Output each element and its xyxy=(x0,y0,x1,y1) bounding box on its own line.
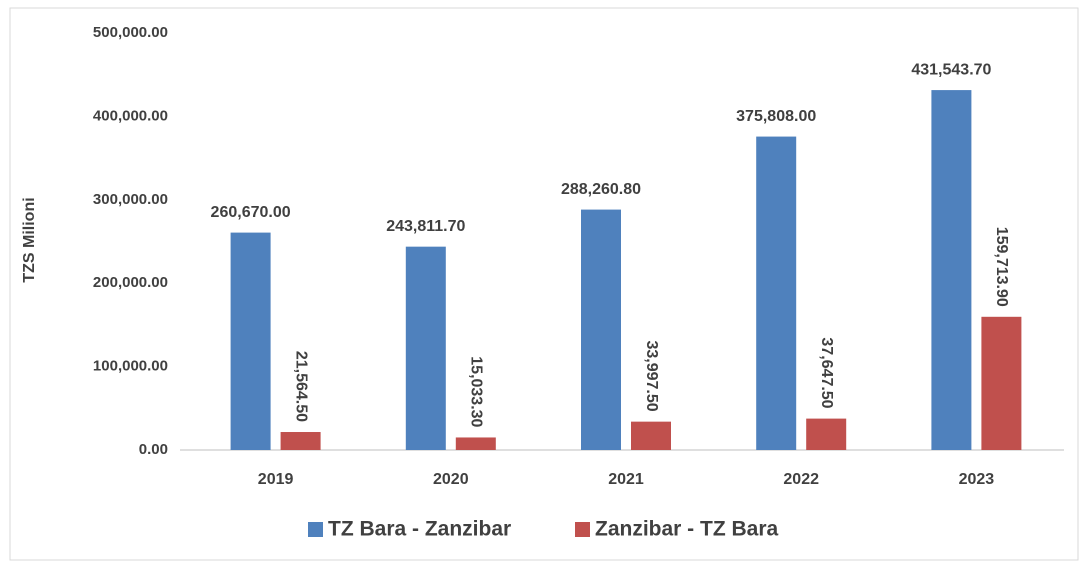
y-axis-title: TZS Milioni xyxy=(21,197,38,282)
y-tick-label: 0.00 xyxy=(139,441,168,458)
x-tick-label: 2019 xyxy=(258,471,294,488)
bar xyxy=(455,437,496,450)
bar xyxy=(931,90,972,450)
y-tick-label: 100,000.00 xyxy=(93,358,168,375)
y-tick-label: 200,000.00 xyxy=(93,274,168,291)
x-tick-label: 2022 xyxy=(783,471,819,488)
legend-label: TZ Bara - Zanzibar xyxy=(328,518,511,541)
y-tick-label: 300,000.00 xyxy=(93,191,168,208)
data-label: 260,670.00 xyxy=(211,204,291,221)
bar xyxy=(230,232,271,450)
data-label: 431,543.70 xyxy=(911,61,991,78)
bar xyxy=(405,246,446,450)
data-label: 243,811.70 xyxy=(386,218,465,235)
chart-border xyxy=(9,7,1079,561)
data-label: 15,033.30 xyxy=(468,356,485,427)
bar xyxy=(280,432,321,450)
data-label: 21,564.50 xyxy=(292,351,309,422)
data-label: 375,808.00 xyxy=(736,108,816,125)
data-label: 37,647.50 xyxy=(818,337,835,408)
legend-label: Zanzibar - TZ Bara xyxy=(595,518,779,541)
data-label: 288,260.80 xyxy=(561,181,641,198)
x-tick-label: 2023 xyxy=(959,471,995,488)
y-tick-label: 500,000.00 xyxy=(93,24,168,41)
x-tick-label: 2020 xyxy=(433,471,469,488)
bar xyxy=(981,316,1022,450)
legend-swatch xyxy=(308,522,323,537)
bar xyxy=(631,421,671,450)
legend-swatch xyxy=(575,522,590,537)
bar xyxy=(581,209,621,450)
data-label: 33,997.50 xyxy=(643,340,660,411)
x-tick-label: 2021 xyxy=(608,471,644,488)
data-label: 159,713.90 xyxy=(993,227,1010,307)
bar xyxy=(756,136,797,451)
bar xyxy=(806,418,847,450)
y-tick-label: 400,000.00 xyxy=(93,107,168,124)
